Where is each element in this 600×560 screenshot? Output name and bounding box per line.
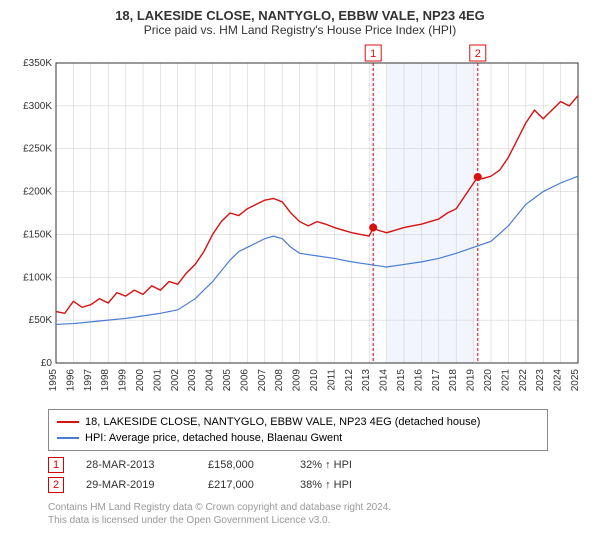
svg-text:2: 2 <box>475 48 481 60</box>
svg-text:2020: 2020 <box>483 369 494 392</box>
chart-subtitle: Price paid vs. HM Land Registry's House … <box>12 23 588 37</box>
transaction-row: 2 29-MAR-2019 £217,000 38% ↑ HPI <box>48 475 588 495</box>
svg-text:2009: 2009 <box>292 369 303 392</box>
line-chart: £0 £50K £100K £150K £200K £250K £300K £350K 1995… <box>12 43 588 403</box>
svg-text:2016: 2016 <box>413 369 424 392</box>
svg-text:£200K: £200K <box>23 187 52 198</box>
legend-label: HPI: Average price, detached house, Blae… <box>85 432 342 444</box>
svg-text:£300K: £300K <box>23 101 52 112</box>
transaction-date: 29-MAR-2019 <box>86 479 186 491</box>
svg-text:2017: 2017 <box>431 369 442 392</box>
svg-text:£250K: £250K <box>23 144 52 155</box>
footer-line: This data is licensed under the Open Gov… <box>48 514 588 527</box>
svg-text:1997: 1997 <box>83 369 94 392</box>
legend-row: 18, LAKESIDE CLOSE, NANTYGLO, EBBW VALE,… <box>57 414 539 430</box>
transaction-delta: 38% ↑ HPI <box>300 479 352 491</box>
svg-text:2001: 2001 <box>152 369 163 392</box>
chart-container: 18, LAKESIDE CLOSE, NANTYGLO, EBBW VALE,… <box>0 0 600 560</box>
svg-text:2005: 2005 <box>222 369 233 392</box>
svg-text:2006: 2006 <box>239 369 250 392</box>
transaction-table: 1 28-MAR-2013 £158,000 32% ↑ HPI 2 29-MAR-201… <box>48 455 588 495</box>
legend-label: 18, LAKESIDE CLOSE, NANTYGLO, EBBW VALE,… <box>85 416 480 428</box>
svg-text:1995: 1995 <box>48 369 59 392</box>
svg-text:£100K: £100K <box>23 272 52 283</box>
svg-text:1999: 1999 <box>118 369 129 392</box>
svg-text:2018: 2018 <box>448 369 459 392</box>
svg-text:1: 1 <box>370 48 376 60</box>
svg-text:2025: 2025 <box>570 369 581 392</box>
footer-line: Contains HM Land Registry data © Crown c… <box>48 501 588 514</box>
svg-text:2013: 2013 <box>361 369 372 392</box>
svg-text:2003: 2003 <box>187 369 198 392</box>
svg-text:£350K: £350K <box>23 58 52 69</box>
svg-text:2021: 2021 <box>500 369 511 392</box>
svg-text:2022: 2022 <box>518 369 529 392</box>
legend-row: HPI: Average price, detached house, Blae… <box>57 430 539 446</box>
svg-text:2004: 2004 <box>205 369 216 392</box>
svg-text:2000: 2000 <box>135 369 146 392</box>
svg-text:2023: 2023 <box>535 369 546 392</box>
svg-text:2011: 2011 <box>326 369 337 391</box>
chart-title: 18, LAKESIDE CLOSE, NANTYGLO, EBBW VALE,… <box>12 8 588 23</box>
svg-text:2024: 2024 <box>553 369 564 392</box>
svg-text:£150K: £150K <box>23 229 52 240</box>
marker-badge: 1 <box>48 457 64 473</box>
svg-text:1998: 1998 <box>100 369 111 392</box>
chart-area: £0 £50K £100K £150K £200K £250K £300K £350K 1995… <box>12 43 588 403</box>
transaction-price: £158,000 <box>208 459 278 471</box>
transaction-price: £217,000 <box>208 479 278 491</box>
svg-text:£50K: £50K <box>29 315 53 326</box>
svg-text:2015: 2015 <box>396 369 407 392</box>
transaction-date: 28-MAR-2013 <box>86 459 186 471</box>
marker-badge: 2 <box>48 477 64 493</box>
svg-text:2012: 2012 <box>344 369 355 392</box>
transaction-delta: 32% ↑ HPI <box>300 459 352 471</box>
legend-swatch <box>57 437 79 439</box>
svg-text:2007: 2007 <box>257 369 268 392</box>
svg-text:1996: 1996 <box>65 369 76 392</box>
transaction-row: 1 28-MAR-2013 £158,000 32% ↑ HPI <box>48 455 588 475</box>
svg-text:2002: 2002 <box>170 369 181 392</box>
svg-text:2008: 2008 <box>274 369 285 392</box>
legend: 18, LAKESIDE CLOSE, NANTYGLO, EBBW VALE,… <box>48 409 548 451</box>
svg-text:2014: 2014 <box>379 369 390 392</box>
svg-text:£0: £0 <box>41 358 53 369</box>
svg-text:2019: 2019 <box>466 369 477 392</box>
svg-text:2010: 2010 <box>309 369 320 392</box>
legend-swatch <box>57 421 79 423</box>
footer: Contains HM Land Registry data © Crown c… <box>48 501 588 527</box>
